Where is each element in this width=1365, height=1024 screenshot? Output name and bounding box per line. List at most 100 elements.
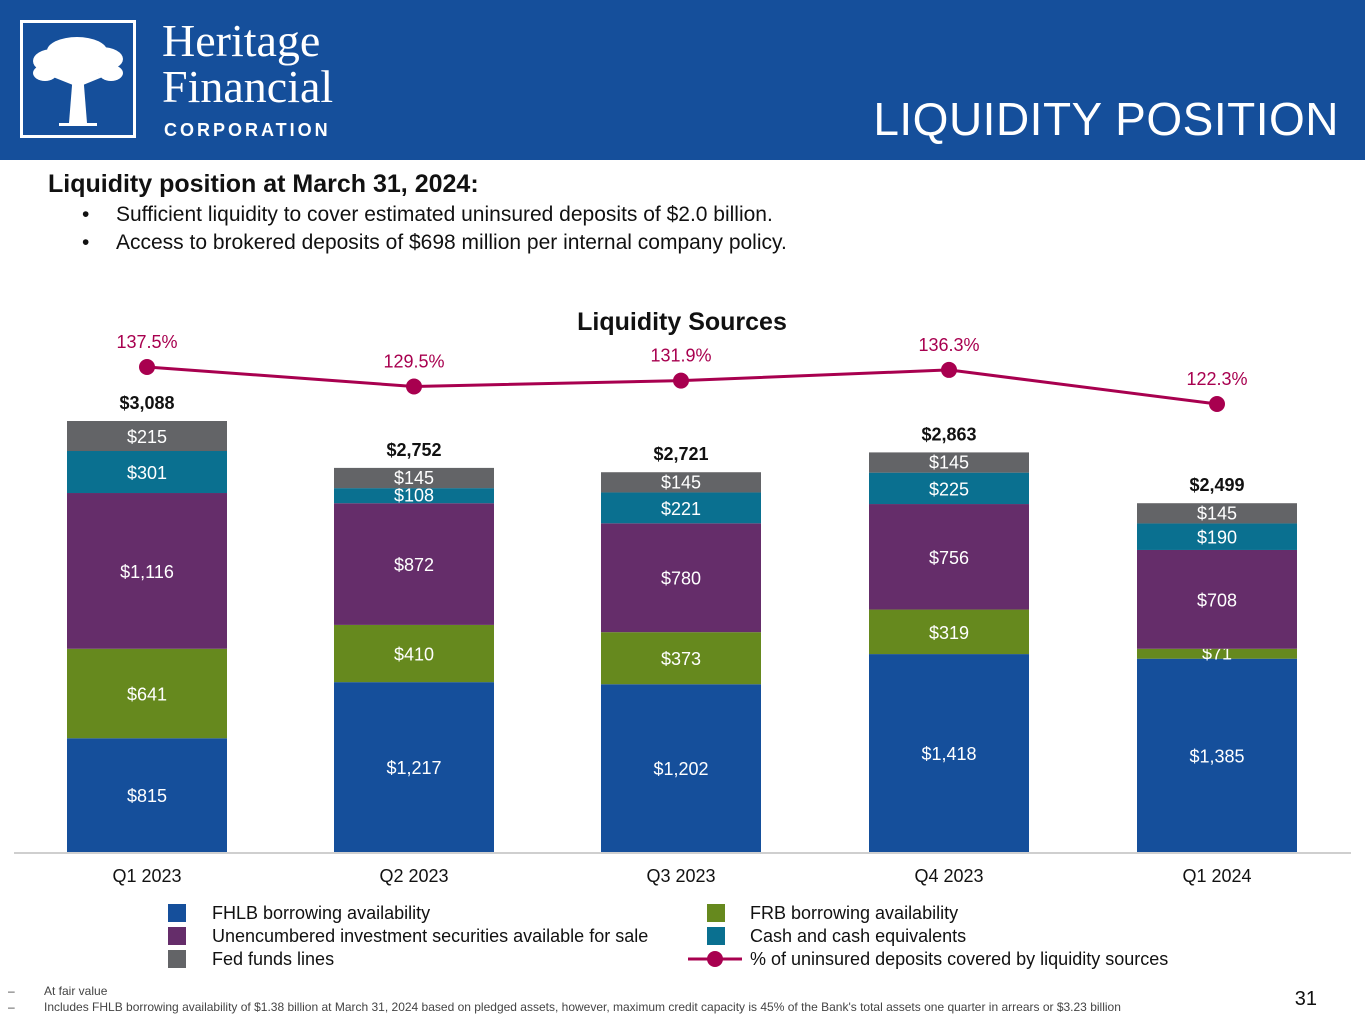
coverage-point — [941, 361, 957, 378]
legend-label: Fed funds lines — [212, 949, 334, 969]
bar-total-label: $2,752 — [386, 440, 441, 460]
coverage-data-label: 137.5% — [116, 332, 177, 352]
bar-data-label: $225 — [929, 479, 969, 499]
bar-segment — [601, 492, 761, 524]
bullet-item: • Access to brokered deposits of $698 mi… — [82, 229, 787, 257]
bar-data-label: $319 — [929, 623, 969, 643]
bar-segment — [601, 472, 761, 493]
intro-title: Liquidity position at March 31, 2024: — [48, 170, 479, 198]
footnote-text: Includes FHLB borrowing availability of … — [44, 1000, 1121, 1014]
x-tick-label: Q1 2023 — [112, 866, 181, 886]
coverage-data-label: 136.3% — [918, 335, 979, 355]
bar-data-label: $145 — [394, 468, 434, 488]
bullet-item: • Sufficient liquidity to cover estimate… — [82, 201, 787, 229]
bar-data-label: $1,116 — [120, 562, 174, 582]
bar-segment — [1137, 549, 1297, 649]
bar-data-label: $145 — [661, 472, 701, 492]
bar-segment — [601, 632, 761, 685]
legend-swatch — [707, 904, 725, 922]
bar-data-label: $1,385 — [1189, 746, 1244, 766]
bar-segment — [1137, 503, 1297, 524]
footnote-dash: – — [8, 1000, 15, 1014]
x-tick-label: Q3 2023 — [646, 866, 715, 886]
bar-segment — [67, 451, 227, 494]
bar-data-label: $1,202 — [653, 759, 708, 779]
bar-data-label: $215 — [127, 427, 167, 447]
bar-total-label: $2,721 — [653, 444, 708, 464]
bar-data-label: $410 — [394, 645, 434, 665]
page-title: LIQUIDITY POSITION — [873, 93, 1339, 145]
x-tick-label: Q1 2024 — [1182, 866, 1251, 886]
logo-wordmark: Heritage Financial — [162, 18, 333, 110]
bar-data-label: $872 — [394, 555, 434, 575]
legend-line-marker — [707, 951, 723, 967]
coverage-data-label: 122.3% — [1186, 369, 1247, 389]
footnote-1: – At fair value — [8, 983, 1121, 999]
coverage-point — [406, 378, 422, 395]
bullet-glyph: • — [82, 231, 90, 254]
bar-segment — [334, 682, 494, 852]
bar-total-label: $3,088 — [119, 393, 174, 413]
bullet-glyph: • — [82, 203, 90, 226]
bar-data-label: $221 — [661, 499, 701, 519]
bar-segment — [67, 421, 227, 452]
legend-label: FRB borrowing availability — [750, 903, 958, 923]
legend-label: FHLB borrowing availability — [212, 903, 430, 923]
footnote-text: At fair value — [44, 984, 108, 998]
coverage-point — [139, 359, 155, 375]
logo-line-1: Heritage — [162, 15, 321, 66]
tree-icon — [33, 37, 123, 126]
footnotes: – At fair value – Includes FHLB borrowin… — [8, 983, 1121, 1015]
bar-segment — [869, 609, 1029, 655]
bar-segment — [869, 472, 1029, 505]
bar-data-label: $641 — [127, 685, 167, 705]
bar-data-label: $1,418 — [921, 744, 976, 764]
bar-data-label: $708 — [1197, 590, 1237, 610]
bar-segment — [869, 452, 1029, 473]
legend-label: % of uninsured deposits covered by liqui… — [750, 949, 1168, 969]
liquidity-sources-chart: Liquidity Sources $815 $641 $1,116 $301 $215 $… — [14, 308, 1351, 969]
bar-data-label: $756 — [929, 548, 969, 568]
bar-data-label: $780 — [661, 569, 701, 589]
logo-line-2: Financial — [162, 61, 334, 112]
logo-box — [20, 20, 136, 138]
legend-label: Cash and cash equivalents — [750, 926, 966, 946]
bullet-text: Access to brokered deposits of $698 mill… — [116, 231, 787, 254]
bar-segment — [1137, 523, 1297, 550]
bar-segment — [869, 504, 1029, 610]
page-number: 31 — [1294, 988, 1317, 1010]
coverage-point — [673, 372, 689, 389]
bar-total-label: $2,863 — [921, 424, 976, 444]
bar-segment — [334, 624, 494, 683]
bar-data-label: $108 — [394, 486, 434, 506]
bar-segment — [1137, 658, 1297, 852]
x-tick-label: Q2 2023 — [379, 866, 448, 886]
legend-swatch — [707, 927, 725, 945]
bar-segment — [601, 523, 761, 633]
bar-data-label: $190 — [1197, 528, 1237, 548]
bar-data-label: $815 — [127, 786, 167, 806]
intro-bullets: • Sufficient liquidity to cover estimate… — [82, 201, 787, 257]
bar-segment — [869, 654, 1029, 852]
bar-segment — [601, 684, 761, 852]
coverage-data-label: 129.5% — [383, 351, 444, 371]
logo-subtitle: CORPORATION — [164, 120, 331, 140]
bar-segment — [67, 493, 227, 649]
legend-swatch — [168, 904, 186, 922]
bar-data-label: $373 — [661, 649, 701, 669]
coverage-point — [1209, 396, 1225, 412]
bar-segment — [334, 503, 494, 625]
header-banner: Heritage Financial CORPORATION LIQUIDITY… — [0, 0, 1365, 160]
bar-data-label: $1,217 — [386, 758, 441, 778]
legend-swatch — [168, 950, 186, 968]
legend-label: Unencumbered investment securities avail… — [212, 926, 648, 946]
legend-swatch — [168, 927, 186, 945]
bar-segment — [334, 467, 494, 489]
x-tick-label: Q4 2023 — [914, 866, 983, 886]
coverage-data-label: 131.9% — [650, 346, 711, 366]
bar-data-label: $145 — [1197, 503, 1237, 523]
chart-title: Liquidity Sources — [577, 308, 787, 336]
bullet-text: Sufficient liquidity to cover estimated … — [116, 203, 773, 226]
bar-segment — [67, 738, 227, 852]
footnote-dash: – — [8, 984, 15, 998]
